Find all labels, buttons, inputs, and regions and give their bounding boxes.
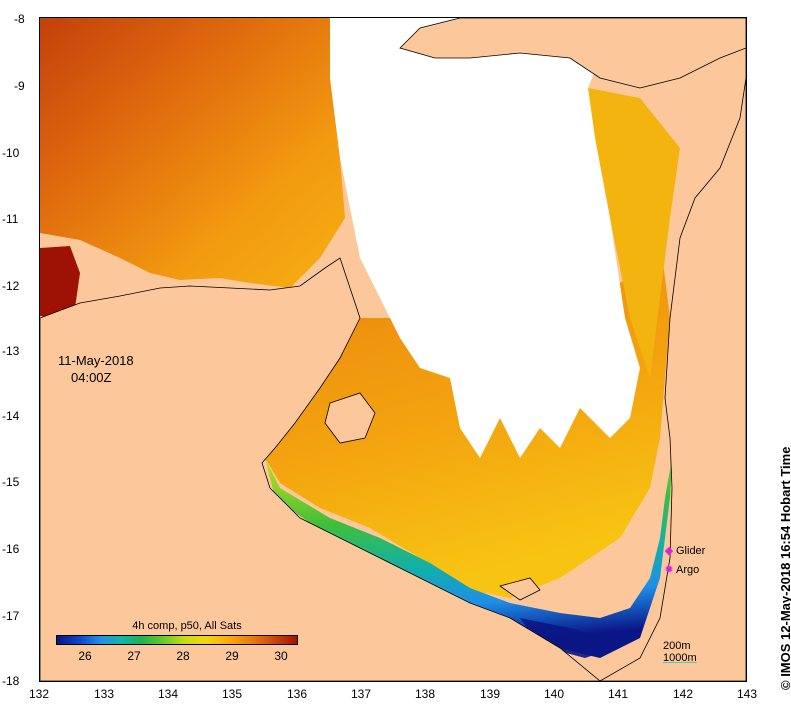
x-tick-label: 135 — [221, 687, 243, 701]
platform-legend: ◆ Glider ✹ Argo — [662, 542, 705, 580]
y-tick-label: -11 — [2, 212, 19, 226]
island-mornington — [499, 577, 541, 601]
colorbar-tick: 27 — [127, 649, 141, 663]
colorbar-tick: 26 — [78, 649, 92, 663]
y-tick-label: -18 — [2, 674, 20, 688]
cloud-mask — [330, 18, 640, 458]
y-tick-label: -10 — [2, 146, 20, 160]
x-tick-label: 139 — [479, 687, 501, 701]
colorbar-gradient — [56, 635, 298, 645]
colorbar: 4h comp, p50, All Sats 26 27 28 29 30 — [56, 620, 298, 663]
diamond-icon: ◆ — [664, 545, 674, 557]
timestamp-label: 11-May-2018 04:00Z — [58, 352, 134, 386]
x-tick-label: 134 — [157, 687, 179, 701]
land-cape-york — [599, 18, 746, 681]
colorbar-title: 4h comp, p50, All Sats — [132, 620, 242, 632]
y-tick-label: -16 — [2, 542, 20, 556]
island-groote — [324, 392, 376, 444]
x-tick-label: 140 — [543, 687, 565, 701]
x-tick-label: 136 — [286, 687, 308, 701]
sst-map — [39, 17, 747, 682]
x-tick-label: 138 — [414, 687, 436, 701]
cold-patch — [520, 618, 615, 658]
colorbar-ticks: 26 27 28 29 30 — [56, 645, 298, 663]
colorbar-tick: 30 — [274, 649, 288, 663]
legend-argo-label: Argo — [676, 564, 700, 576]
x-tick-label: 133 — [93, 687, 115, 701]
x-tick-label: 132 — [28, 687, 50, 701]
colorbar-tick: 29 — [225, 649, 239, 663]
x-tick-label: 142 — [672, 687, 694, 701]
map-canvas — [40, 18, 746, 681]
x-tick-label: 137 — [350, 687, 372, 701]
y-tick-label: -12 — [2, 279, 20, 293]
date-text: 11-May-2018 — [58, 353, 134, 368]
legend-glider: ◆ Glider — [662, 542, 706, 561]
contour-legend: 200m 1000m — [663, 640, 697, 664]
y-tick-label: -17 — [2, 609, 20, 623]
land-papua — [399, 18, 746, 89]
east-strip — [588, 88, 680, 378]
imos-credit: © IMOS 12-May-2018 16:54 Hobart Time — [778, 446, 791, 690]
colorbar-tick: 28 — [176, 649, 190, 663]
y-tick-label: -9 — [14, 79, 25, 93]
y-tick-label: -8 — [14, 12, 25, 26]
contour-1000-label: 1000m — [663, 652, 697, 664]
y-tick-label: -14 — [2, 409, 20, 423]
time-text: 04:00Z — [71, 370, 112, 385]
circle-icon: ✹ — [664, 564, 674, 576]
x-tick-label: 141 — [607, 687, 629, 701]
warm-patch — [40, 246, 80, 318]
legend-argo: ✹ Argo — [662, 561, 705, 580]
x-tick-label: 143 — [736, 687, 758, 701]
legend-glider-label: Glider — [676, 545, 706, 557]
contour-200-label: 200m — [663, 640, 691, 652]
arafura-sea — [40, 18, 345, 288]
y-tick-label: -15 — [2, 475, 20, 489]
coastal-cool-band — [265, 458, 672, 658]
land-arnhem — [40, 257, 601, 681]
y-tick-label: -13 — [2, 344, 20, 358]
